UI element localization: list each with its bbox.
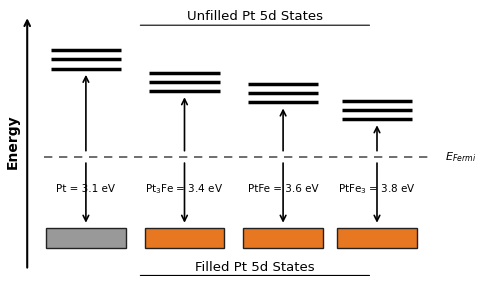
Text: Unfilled Pt 5d States: Unfilled Pt 5d States xyxy=(187,10,323,23)
Text: Filled Pt 5d States: Filled Pt 5d States xyxy=(195,261,315,274)
Bar xyxy=(337,228,417,248)
Bar xyxy=(144,228,225,248)
Bar xyxy=(243,228,323,248)
Text: Pt$_3$Fe = 3.4 eV: Pt$_3$Fe = 3.4 eV xyxy=(145,182,224,196)
Text: Energy: Energy xyxy=(6,114,20,169)
Bar xyxy=(46,228,126,248)
Text: Pt = 3.1 eV: Pt = 3.1 eV xyxy=(57,184,115,194)
Text: PtFe$_3$ = 3.8 eV: PtFe$_3$ = 3.8 eV xyxy=(338,182,416,196)
Text: PtFe = 3.6 eV: PtFe = 3.6 eV xyxy=(248,184,318,194)
Text: E$_{Fermi}$: E$_{Fermi}$ xyxy=(445,150,476,164)
